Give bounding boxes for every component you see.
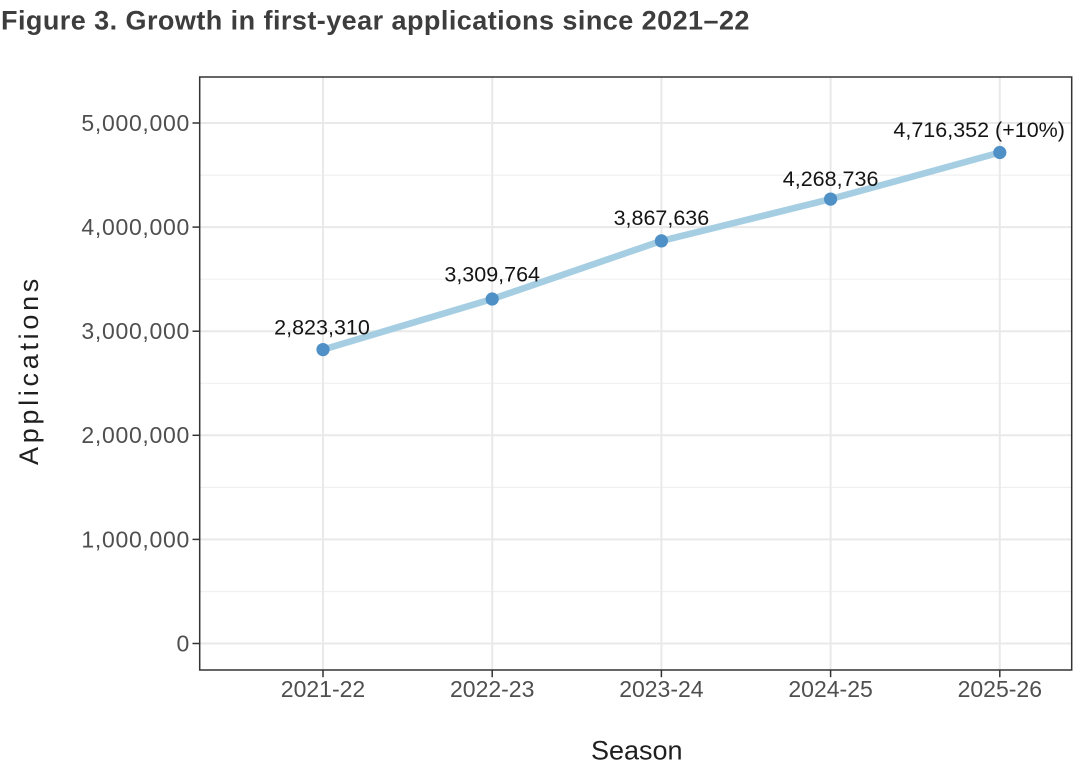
svg-text:2,823,310: 2,823,310	[274, 315, 370, 339]
svg-text:Season: Season	[591, 736, 683, 763]
svg-text:5,000,000: 5,000,000	[81, 110, 190, 136]
svg-text:1,000,000: 1,000,000	[81, 526, 190, 552]
svg-text:Figure 3. Growth in first-year: Figure 3. Growth in first-year applicati…	[1, 6, 750, 36]
svg-text:2021-22: 2021-22	[281, 676, 365, 702]
svg-text:4,268,736: 4,268,736	[783, 167, 879, 191]
svg-text:3,867,636: 3,867,636	[614, 206, 710, 230]
svg-text:Applications: Applications	[14, 275, 44, 465]
svg-text:3,000,000: 3,000,000	[81, 318, 190, 344]
svg-text:2025-26: 2025-26	[958, 676, 1042, 702]
svg-text:2022-23: 2022-23	[450, 676, 534, 702]
svg-text:4,000,000: 4,000,000	[81, 214, 190, 240]
svg-text:2024-25: 2024-25	[788, 676, 872, 702]
svg-text:2023-24: 2023-24	[619, 676, 704, 702]
svg-text:2,000,000: 2,000,000	[81, 422, 190, 448]
svg-text:4,716,352 (+10%): 4,716,352 (+10%)	[893, 118, 1065, 142]
svg-text:0: 0	[177, 630, 191, 656]
svg-text:3,309,764: 3,309,764	[444, 263, 540, 287]
